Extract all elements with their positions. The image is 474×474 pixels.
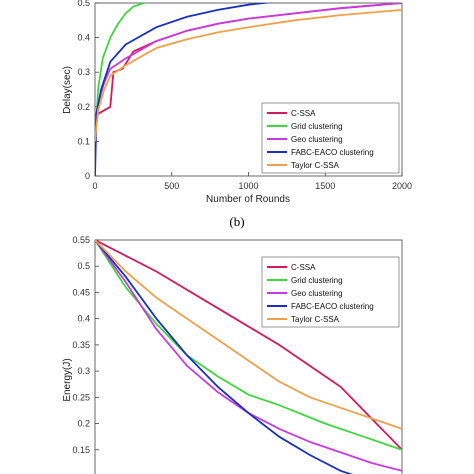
y-tick-label: 0.3 bbox=[77, 67, 90, 77]
y-axis-label-delay: Delay(sec) bbox=[62, 66, 73, 114]
y-tick-label: 0.4 bbox=[77, 314, 90, 324]
y-tick-label: 0.25 bbox=[72, 392, 90, 402]
series-line bbox=[95, 3, 148, 142]
subfigure-caption: (b) bbox=[229, 214, 244, 229]
x-tick-label: 0 bbox=[92, 181, 97, 191]
series-line bbox=[95, 240, 402, 451]
x-tick-label: 1500 bbox=[315, 181, 335, 191]
series-line bbox=[95, 240, 353, 474]
y-tick-label: 0.15 bbox=[72, 445, 90, 455]
x-axis-label-delay: Number of Rounds bbox=[206, 194, 290, 205]
y-tick-label: 0.5 bbox=[77, 261, 90, 271]
chart-delay: 0 0.1 0.2 0.3 0.4 0.5 0 500 1000 1500 2000 Delay(… bbox=[62, 0, 412, 205]
y-axis-delay: 0 0.1 0.2 0.3 0.4 0.5 bbox=[77, 0, 99, 181]
series-line bbox=[95, 240, 402, 430]
x-tick-label: 2000 bbox=[392, 181, 412, 191]
legend-entry: FABC-EACO clustering bbox=[291, 148, 374, 157]
x-tick-label: 1000 bbox=[238, 181, 258, 191]
y-tick-label: 0.4 bbox=[77, 33, 90, 43]
series-line bbox=[95, 3, 273, 176]
legend-entry: Geo clustering bbox=[291, 135, 343, 144]
x-tick-label: 500 bbox=[164, 181, 179, 191]
series-line bbox=[95, 9, 402, 142]
y-tick-label: 0.3 bbox=[77, 366, 90, 376]
y-tick-label: 0.35 bbox=[72, 340, 90, 350]
y-tick-label: 0.2 bbox=[77, 102, 90, 112]
y-tick-label: 0.5 bbox=[77, 0, 90, 8]
y-tick-label: 0.55 bbox=[72, 235, 90, 245]
y-tick-label: 0.2 bbox=[77, 419, 90, 429]
legend-entry: Grid clustering bbox=[291, 276, 343, 285]
y-tick-label: 0.45 bbox=[72, 287, 90, 297]
y-axis-label-energy: Energy(J) bbox=[62, 358, 73, 401]
y-tick-label: 0.1 bbox=[77, 136, 90, 146]
legend-entry: Taylor C-SSA bbox=[291, 315, 340, 324]
legend-entry: Geo clustering bbox=[291, 289, 343, 298]
legend-entry: FABC-EACO clustering bbox=[291, 302, 374, 311]
legend-entry: C-SSA bbox=[291, 109, 316, 118]
series-group-energy bbox=[95, 240, 402, 474]
y-axis-energy: 0.15 0.2 0.25 0.3 0.35 0.4 0.45 0.5 0.55 bbox=[72, 235, 99, 455]
legend-entry: Taylor C-SSA bbox=[291, 161, 340, 170]
legend-entry: Grid clustering bbox=[291, 122, 343, 131]
chart-energy: 0.15 0.2 0.25 0.3 0.35 0.4 0.45 0.5 0.55 Energy(… bbox=[62, 235, 403, 474]
series-group-delay bbox=[95, 3, 402, 176]
y-tick-label: 0 bbox=[85, 171, 90, 181]
legend-delay: C-SSA Grid clustering Geo clustering FABC-E… bbox=[261, 102, 400, 174]
legend-entry: C-SSA bbox=[291, 263, 316, 272]
legend-energy: C-SSA Grid clustering Geo clustering FABC-E… bbox=[261, 256, 400, 328]
